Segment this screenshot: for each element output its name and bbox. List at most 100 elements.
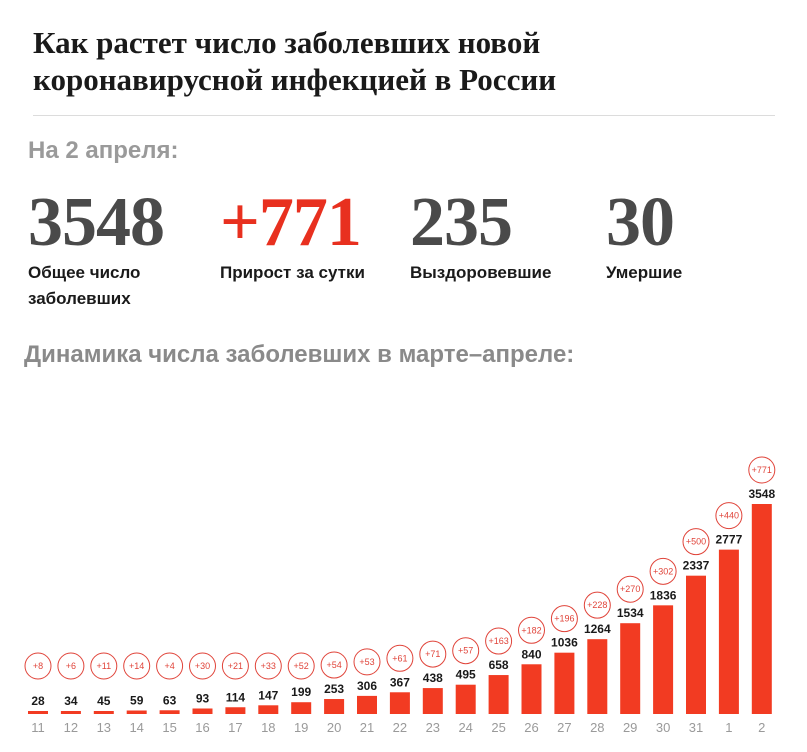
stat-growth: +771 Прирост за сутки bbox=[220, 186, 365, 286]
increment-circle bbox=[550, 605, 578, 633]
increment-label: +11 bbox=[96, 661, 111, 671]
bar bbox=[28, 711, 48, 714]
bar-value-label: 45 bbox=[97, 694, 111, 708]
stat-total-value: 3548 bbox=[28, 184, 165, 261]
increment-circle bbox=[682, 528, 710, 556]
increment-circle bbox=[583, 591, 611, 619]
increment-circle bbox=[254, 652, 282, 680]
bar bbox=[126, 710, 147, 714]
cases-bar-chart: 28+81134+61245+111359+141463+41593+30161… bbox=[24, 456, 776, 735]
bar bbox=[554, 652, 575, 714]
x-tick-label: 12 bbox=[64, 720, 78, 735]
bar bbox=[389, 692, 410, 714]
bar bbox=[225, 707, 246, 714]
bar-value-label: 93 bbox=[196, 691, 210, 705]
increment-circle bbox=[649, 557, 677, 585]
increment-label: +302 bbox=[653, 566, 673, 576]
stat-growth-value: +771 bbox=[220, 184, 362, 261]
increment-circle bbox=[715, 502, 743, 530]
increment-circle bbox=[616, 575, 644, 603]
increment-label: +270 bbox=[620, 584, 640, 594]
x-tick-label: 22 bbox=[393, 720, 407, 735]
date-label: На 2 апреля: bbox=[28, 137, 179, 164]
bar bbox=[718, 549, 739, 714]
increment-circle bbox=[320, 651, 348, 679]
stat-total: 3548 Общее число заболевших bbox=[28, 186, 188, 312]
x-tick-label: 29 bbox=[623, 720, 637, 735]
bar bbox=[422, 688, 443, 714]
increment-label: +163 bbox=[488, 636, 508, 646]
stat-growth-caption: Прирост за сутки bbox=[220, 263, 365, 282]
increment-circle bbox=[386, 644, 414, 672]
x-tick-label: 25 bbox=[491, 720, 505, 735]
bar-value-label: 147 bbox=[258, 688, 278, 702]
increment-circle bbox=[156, 652, 184, 680]
increment-label: +8 bbox=[33, 661, 43, 671]
stat-total-caption: Общее число заболевших bbox=[28, 263, 141, 308]
x-tick-label: 27 bbox=[557, 720, 571, 735]
bar bbox=[751, 504, 772, 714]
x-tick-label: 16 bbox=[195, 720, 209, 735]
increment-circle bbox=[287, 652, 315, 680]
x-tick-label: 17 bbox=[228, 720, 242, 735]
bar bbox=[455, 684, 476, 714]
x-tick-label: 18 bbox=[261, 720, 275, 735]
bar bbox=[159, 710, 180, 714]
x-tick-label: 19 bbox=[294, 720, 308, 735]
x-tick-label: 20 bbox=[327, 720, 341, 735]
chart-title: Динамика числа заболевших в марте–апреле… bbox=[24, 341, 575, 368]
stat-deaths-caption: Умершие bbox=[606, 263, 683, 282]
increment-label: +6 bbox=[66, 661, 76, 671]
bar-value-label: 1264 bbox=[584, 622, 611, 636]
increment-label: +182 bbox=[521, 625, 541, 635]
bar bbox=[488, 675, 509, 714]
bar bbox=[60, 711, 81, 714]
increment-circle bbox=[748, 456, 776, 484]
bar-value-label: 63 bbox=[163, 693, 177, 707]
bar-value-label: 1836 bbox=[650, 588, 677, 602]
bar-value-label: 495 bbox=[456, 668, 476, 682]
bar-value-label: 2337 bbox=[683, 559, 710, 573]
bar bbox=[258, 705, 279, 714]
bar-value-label: 3548 bbox=[748, 487, 775, 501]
increment-label: +771 bbox=[752, 465, 772, 475]
x-tick-label: 15 bbox=[162, 720, 176, 735]
increment-label: +4 bbox=[164, 661, 174, 671]
bar bbox=[620, 623, 641, 714]
stat-recovered-caption: Выздоровевшие bbox=[410, 263, 552, 282]
increment-label: +30 bbox=[195, 661, 210, 671]
x-tick-label: 13 bbox=[97, 720, 111, 735]
page-title: Как растет число заболевших новой корона… bbox=[33, 25, 557, 97]
stat-deaths: 30 Умершие bbox=[606, 186, 682, 286]
x-tick-label: 30 bbox=[656, 720, 670, 735]
increment-label: +54 bbox=[326, 660, 341, 670]
bar-value-label: 1036 bbox=[551, 636, 578, 650]
increment-label: +52 bbox=[294, 661, 309, 671]
bar-value-label: 306 bbox=[357, 679, 377, 693]
bar-value-label: 34 bbox=[64, 694, 78, 708]
bar-value-label: 59 bbox=[130, 694, 144, 708]
increment-circle bbox=[221, 652, 249, 680]
bar-value-label: 367 bbox=[390, 675, 410, 689]
x-tick-label: 21 bbox=[360, 720, 374, 735]
bar-value-label: 658 bbox=[489, 658, 509, 672]
bar-value-label: 253 bbox=[324, 682, 344, 696]
increment-circle bbox=[57, 652, 85, 680]
increment-circle bbox=[90, 652, 118, 680]
increment-circle bbox=[485, 627, 513, 655]
increment-label: +21 bbox=[228, 661, 243, 671]
bar bbox=[324, 699, 345, 714]
increment-label: +57 bbox=[458, 646, 473, 656]
increment-circle bbox=[123, 652, 151, 680]
increment-label: +196 bbox=[554, 614, 574, 624]
x-tick-label: 11 bbox=[31, 720, 45, 735]
bar bbox=[587, 639, 608, 714]
increment-circle bbox=[452, 637, 480, 665]
increment-label: +440 bbox=[719, 511, 739, 521]
increment-label: +14 bbox=[129, 661, 144, 671]
increment-label: +33 bbox=[261, 661, 276, 671]
bar bbox=[521, 664, 542, 714]
bar bbox=[653, 605, 674, 714]
bar bbox=[686, 575, 706, 714]
bar bbox=[291, 702, 312, 714]
